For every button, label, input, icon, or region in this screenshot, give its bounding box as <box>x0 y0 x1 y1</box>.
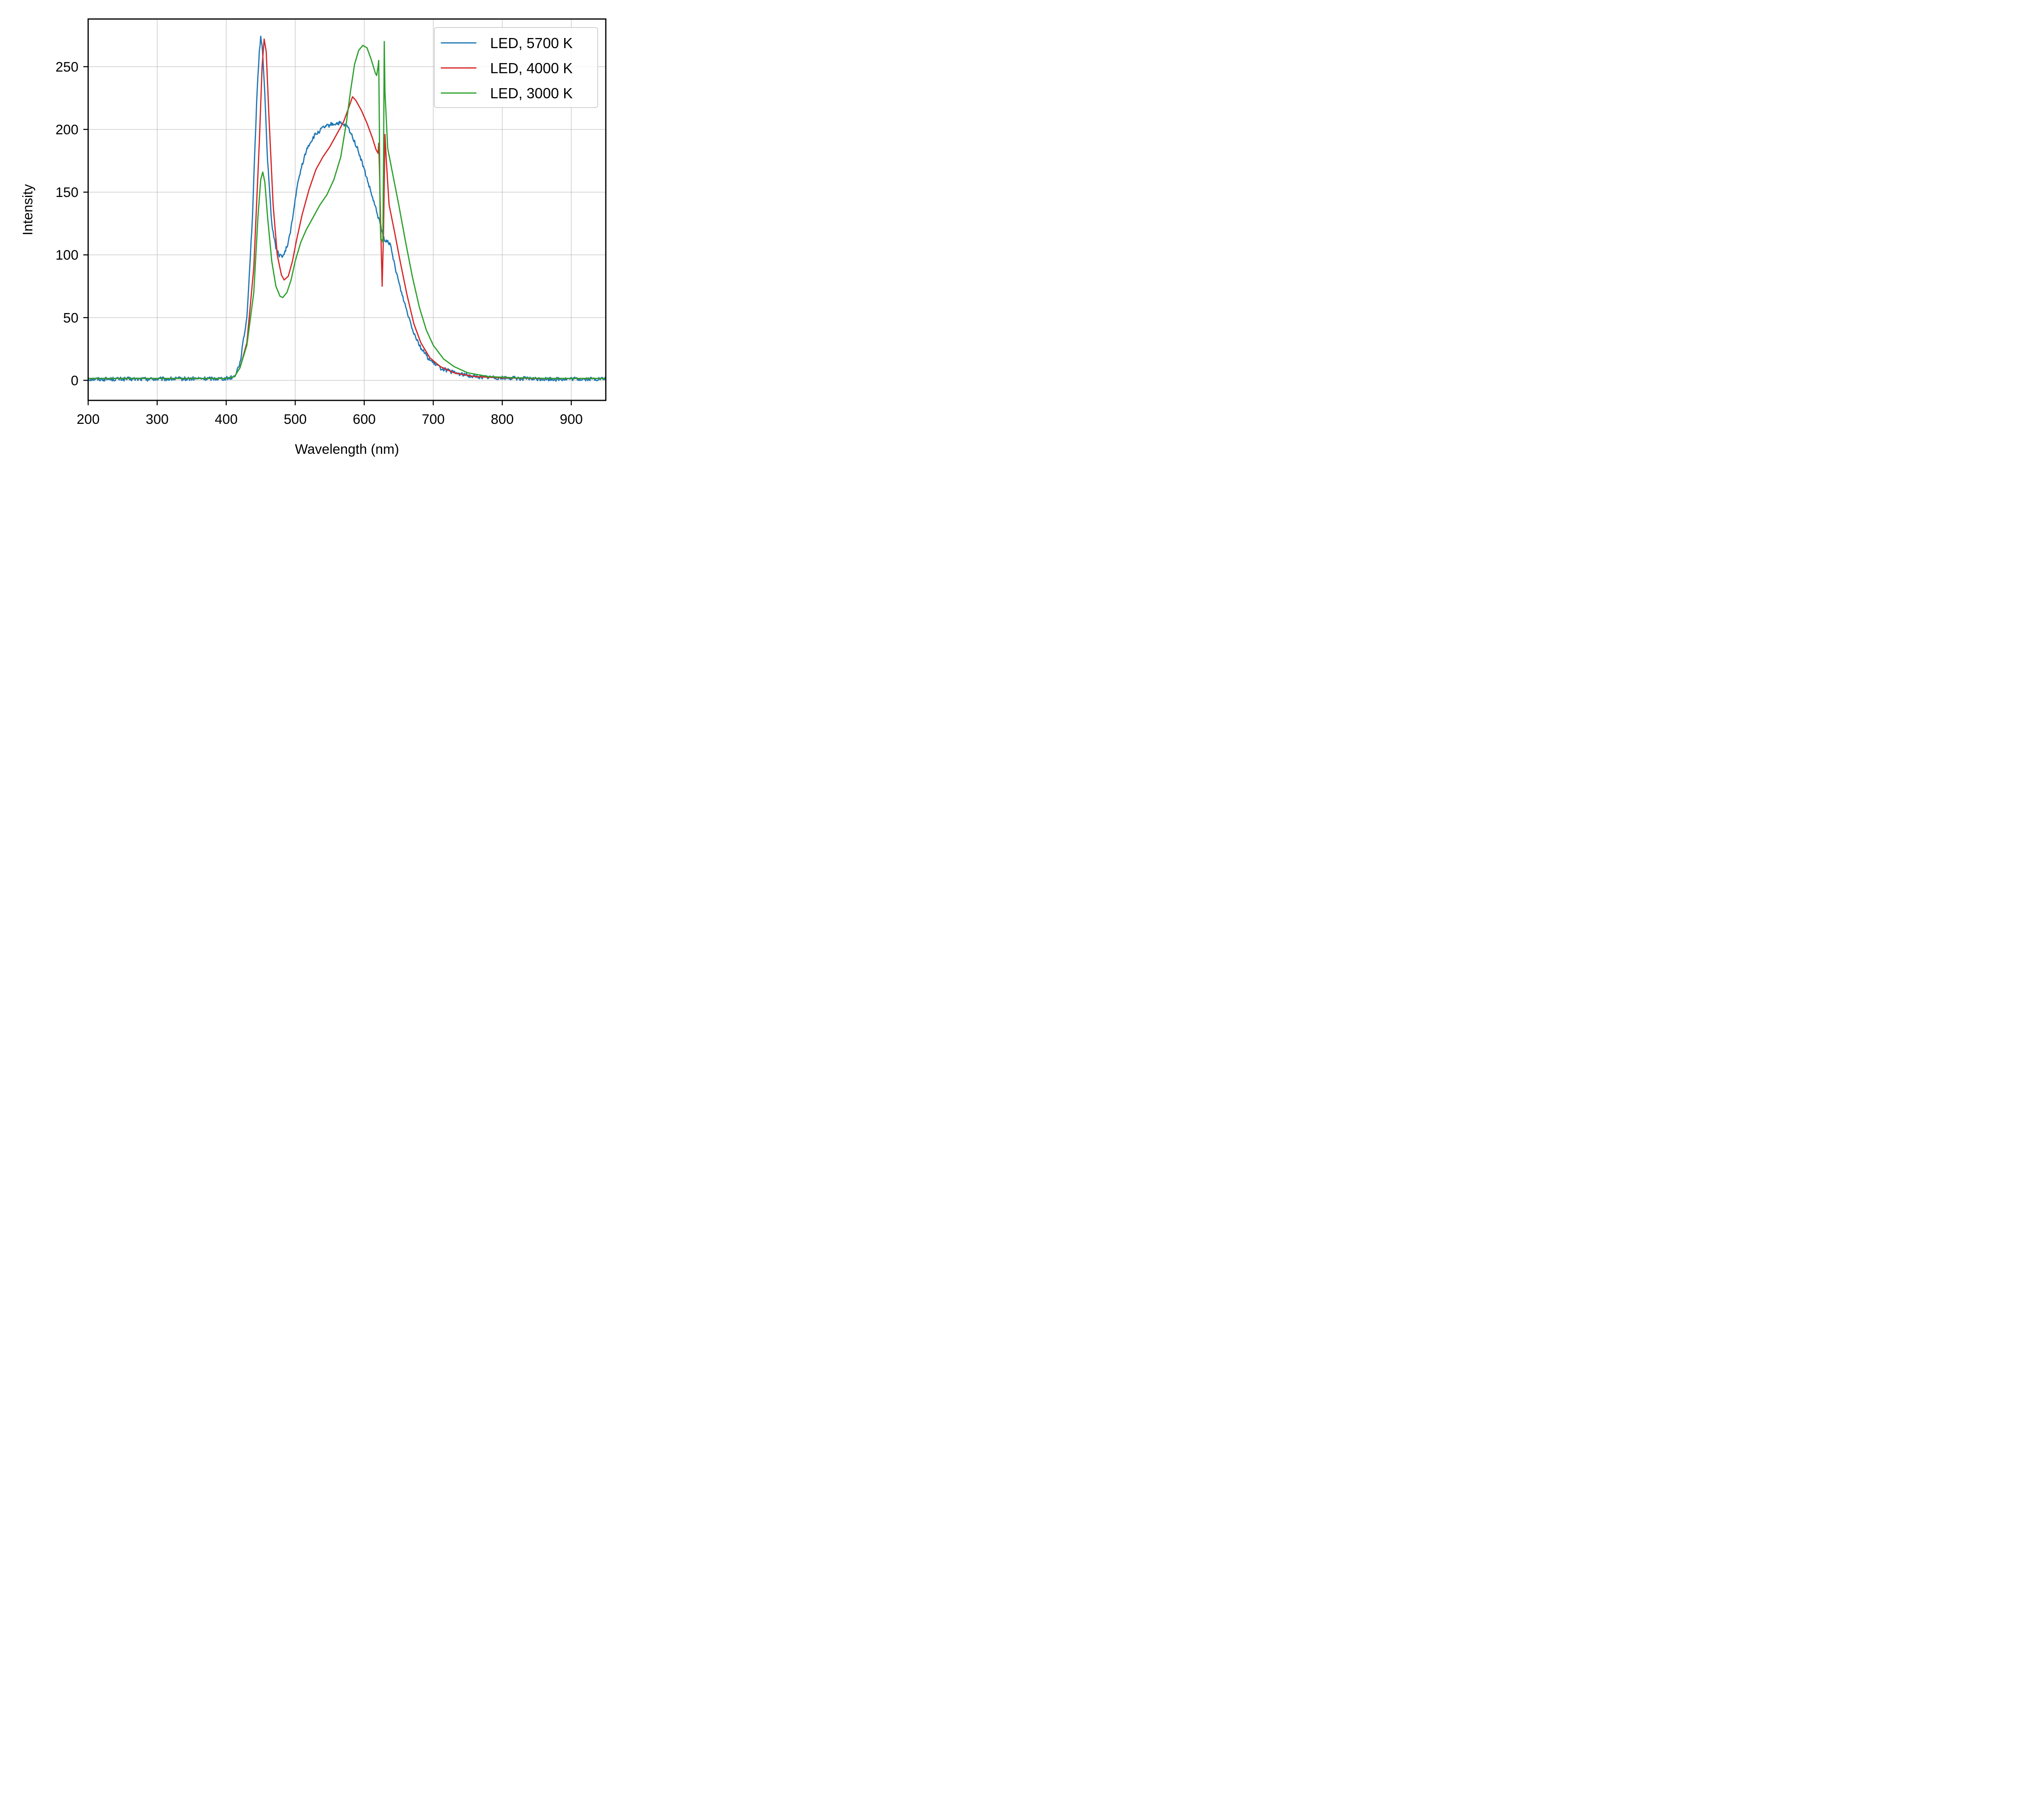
x-tick-label: 600 <box>353 412 376 427</box>
y-tick-label: 0 <box>71 373 78 388</box>
y-tick-label: 250 <box>55 59 78 75</box>
x-tick-label: 200 <box>77 412 100 427</box>
series-line-3 <box>88 41 606 379</box>
legend-box <box>434 27 598 108</box>
x-axis-ticks: 200 300 400 500 600 700 800 900 <box>77 400 583 427</box>
spectrum-chart: 200 300 400 500 600 700 800 900 0 50 100 150 200 250… <box>0 0 627 470</box>
series-layer <box>88 36 606 382</box>
y-tick-label: 50 <box>63 310 78 326</box>
y-axis-ticks: 0 50 100 150 200 250 <box>55 59 88 388</box>
x-tick-label: 500 <box>284 412 307 427</box>
x-axis-label: Wavelength (nm) <box>295 442 399 457</box>
x-tick-label: 300 <box>146 412 169 427</box>
y-tick-label: 200 <box>55 122 78 138</box>
y-axis-label: Intensity <box>20 184 36 235</box>
y-tick-label: 100 <box>55 248 78 263</box>
x-tick-label: 400 <box>215 412 238 427</box>
x-tick-label: 800 <box>491 412 514 427</box>
legend: LED, 5700 K LED, 4000 K LED, 3000 K <box>434 27 598 108</box>
y-tick-label: 150 <box>55 185 78 200</box>
x-tick-label: 900 <box>560 412 583 427</box>
legend-label: LED, 4000 K <box>490 60 573 76</box>
plot-frame <box>87 18 607 401</box>
series-line-2 <box>88 38 606 379</box>
legend-label: LED, 3000 K <box>490 85 573 102</box>
legend-label: LED, 5700 K <box>490 35 573 51</box>
x-tick-label: 700 <box>422 412 445 427</box>
